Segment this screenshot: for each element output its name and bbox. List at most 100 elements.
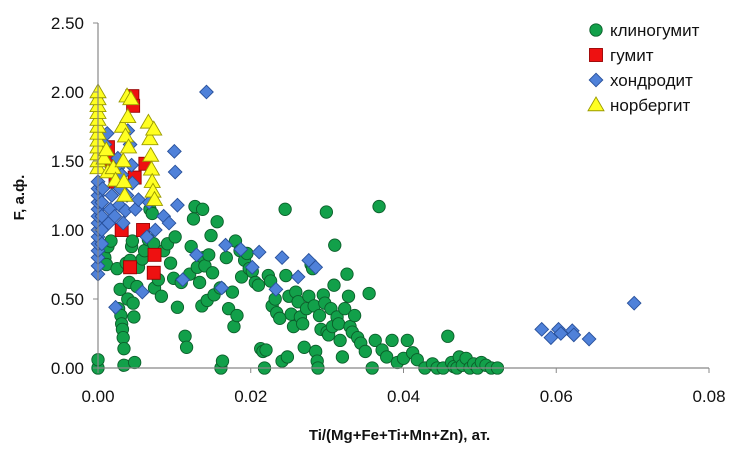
klinogumit-point xyxy=(163,256,178,270)
x-axis-title: Ti/(Mg+Fe+Ti+Mn+Zn), ат. xyxy=(309,427,490,444)
y-tick-label: 0.50 xyxy=(51,290,84,309)
norbergit-point xyxy=(113,117,132,133)
y-tick-label: 2.50 xyxy=(51,14,84,33)
klinogumit-point xyxy=(278,202,292,216)
klinogumit-point xyxy=(280,350,295,364)
x-tick-label: 0.08 xyxy=(692,387,725,406)
khondrodit-point xyxy=(308,259,324,275)
khondrodit-point xyxy=(175,272,191,288)
khondrodit-point xyxy=(268,281,284,297)
khondrodit-point xyxy=(581,331,597,347)
klinogumit-point xyxy=(234,270,249,284)
norbergit-point xyxy=(115,186,134,202)
klinogumit-point xyxy=(178,329,192,343)
klinogumit-point xyxy=(195,202,210,216)
y-axis-ticks: 0.00 0.50 1.00 1.50 2.00 2.50 xyxy=(51,14,98,378)
klinogumit-point xyxy=(273,311,287,325)
klinogumit-point xyxy=(331,317,346,331)
klinogumit-point xyxy=(372,199,386,214)
klinogumit-point xyxy=(380,350,394,364)
klinogumit-point xyxy=(251,278,266,292)
klinogumit-point xyxy=(400,333,414,348)
klinogumit-point xyxy=(368,333,382,348)
klinogumit-point xyxy=(259,343,273,357)
y-tick-label: 0.00 xyxy=(51,359,84,378)
khondrodit-point xyxy=(214,280,230,296)
khondrodit-point xyxy=(161,215,177,231)
klinogumit-point xyxy=(335,350,350,364)
norbergit-point xyxy=(114,152,132,168)
klinogumit-point xyxy=(296,317,310,331)
klinogumit-point xyxy=(385,333,399,348)
gumit-point xyxy=(123,260,138,275)
khondrodit-point xyxy=(167,164,183,180)
klinogumit-point xyxy=(219,250,233,265)
klinogumit-point xyxy=(117,342,131,356)
norbergit-point xyxy=(95,149,113,165)
legend-label: норбергит xyxy=(610,96,690,115)
legend-marker-square xyxy=(589,48,603,62)
khondrodit-point xyxy=(199,84,214,100)
klinogumit-point xyxy=(192,275,207,290)
legend-label: хондродит xyxy=(610,71,693,90)
gumit-point xyxy=(147,247,162,262)
klinogumit-point xyxy=(145,206,159,221)
legend-label: гумит xyxy=(610,46,654,65)
khondrodit-point xyxy=(131,192,146,208)
klinogumit-point xyxy=(328,238,342,252)
klinogumit-point xyxy=(205,266,220,280)
klinogumit-point xyxy=(327,278,341,292)
klinogumit-point xyxy=(170,300,185,314)
norbergit-point xyxy=(141,130,159,146)
y-tick-label: 1.00 xyxy=(51,221,84,240)
klinogumit-point xyxy=(204,228,218,243)
khondrodit-point xyxy=(274,250,290,266)
khondrodit-point xyxy=(290,269,306,285)
x-tick-label: 0.02 xyxy=(234,387,267,406)
khondrodit-point xyxy=(566,327,582,343)
klinogumit-point xyxy=(179,340,194,354)
klinogumit-point xyxy=(125,234,140,248)
series-triangle xyxy=(89,83,164,206)
klinogumit-point xyxy=(210,215,224,229)
klinogumit-point xyxy=(227,319,241,334)
klinogumit-point xyxy=(230,308,244,323)
y-tick-label: 2.00 xyxy=(51,83,84,102)
klinogumit-point xyxy=(113,282,127,296)
khondrodit-point xyxy=(134,284,150,300)
khondrodit-point xyxy=(189,247,204,263)
klinogumit-point xyxy=(225,285,240,299)
khondrodit-point xyxy=(251,244,267,260)
legend-label: клиногумит xyxy=(610,21,700,40)
klinogumit-point xyxy=(202,248,216,262)
klinogumit-point xyxy=(340,267,354,281)
x-axis-ticks: 0.00 0.02 0.04 0.06 0.08 xyxy=(81,368,726,406)
norbergit-point xyxy=(116,127,135,143)
klinogumit-point xyxy=(186,212,201,226)
klinogumit-point xyxy=(215,354,230,368)
khondrodit-point xyxy=(233,241,249,257)
norbergit-point xyxy=(119,107,137,124)
khondrodit-point xyxy=(115,215,131,231)
x-tick-label: 0.04 xyxy=(387,387,420,406)
norbergit-point xyxy=(141,146,160,162)
klinogumit-point xyxy=(154,289,169,303)
klinogumit-point xyxy=(168,230,182,244)
legend-marker-circle xyxy=(589,23,603,37)
klinogumit-point xyxy=(341,289,356,303)
khondrodit-point xyxy=(104,188,120,203)
khondrodit-point xyxy=(108,299,124,315)
klinogumit-point xyxy=(347,308,362,323)
khondrodit-point xyxy=(169,197,185,213)
norbergit-point xyxy=(145,190,164,206)
klinogumit-point xyxy=(338,302,352,316)
klinogumit-point xyxy=(126,296,140,310)
gumit-point xyxy=(146,265,161,280)
norbergit-point xyxy=(115,172,133,188)
khondrodit-point xyxy=(626,295,642,311)
x-tick-label: 0.06 xyxy=(540,387,573,406)
norbergit-point xyxy=(144,120,163,136)
klinogumit-point xyxy=(297,340,311,354)
y-axis-title: F, а.ф. xyxy=(11,175,28,221)
